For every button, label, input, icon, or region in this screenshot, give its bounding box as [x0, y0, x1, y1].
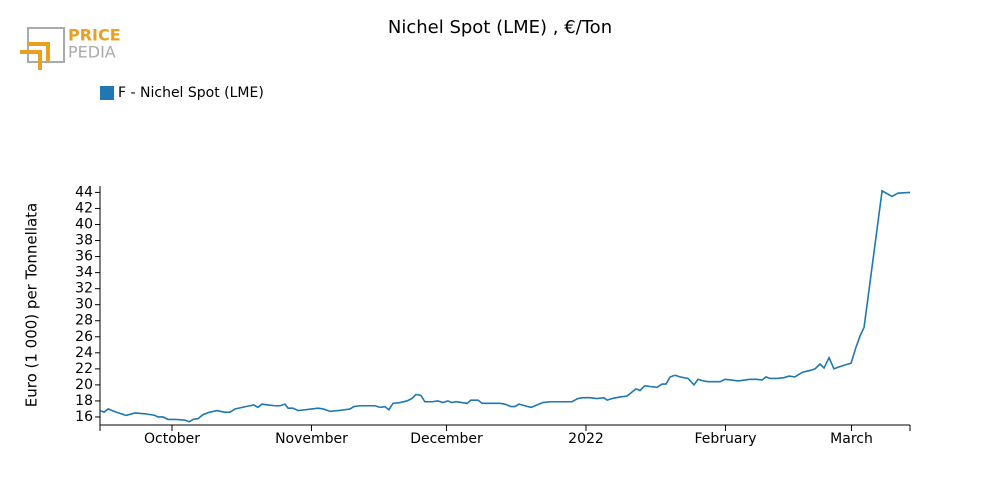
- x-tick-label: November: [275, 431, 348, 447]
- y-tick-label: 38: [75, 233, 93, 249]
- y-tick-label: 18: [75, 393, 93, 409]
- y-tick-label: 26: [75, 329, 93, 345]
- y-tick-label: 16: [75, 409, 93, 425]
- y-tick-label: 34: [75, 265, 93, 281]
- y-tick-label: 30: [75, 297, 93, 313]
- x-tick-label: October: [144, 431, 200, 447]
- legend-label: F - Nichel Spot (LME): [118, 85, 264, 101]
- y-tick-label: 22: [75, 361, 93, 377]
- logo-text: PRICE: [68, 26, 121, 45]
- line-series: [99, 189, 911, 423]
- x-tick-label: March: [830, 431, 873, 447]
- y-tick-label: 42: [75, 200, 93, 216]
- legend-swatch: [100, 86, 114, 100]
- logo-text: PEDIA: [68, 43, 116, 62]
- x-tick-label: December: [410, 431, 483, 447]
- y-tick-label: 40: [75, 216, 93, 232]
- logo-mark: [20, 42, 50, 70]
- y-tick-label: 28: [75, 313, 93, 329]
- x-tick-label: February: [694, 431, 756, 447]
- chart-title: Nichel Spot (LME) , €/Ton: [388, 17, 612, 38]
- y-tick-label: 20: [75, 377, 93, 393]
- y-axis-label: Euro (1 000) per Tonnellata: [23, 203, 41, 408]
- y-tick-label: 24: [75, 345, 93, 361]
- y-tick-label: 44: [75, 184, 93, 200]
- y-tick-label: 36: [75, 249, 93, 265]
- y-tick-label: 32: [75, 281, 93, 297]
- logo: PRICE PEDIA: [20, 26, 121, 70]
- x-tick-label: 2022: [568, 431, 604, 447]
